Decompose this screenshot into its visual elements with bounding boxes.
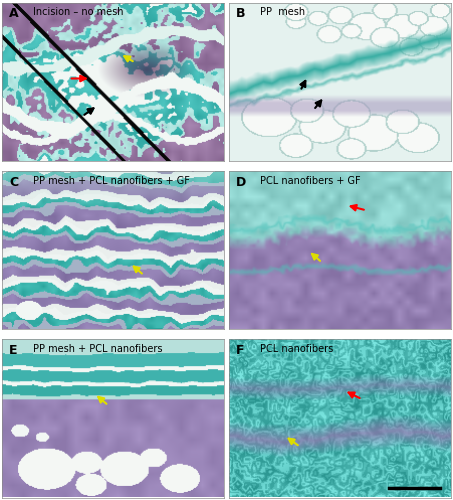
Text: PP mesh + PCL nanofibers: PP mesh + PCL nanofibers xyxy=(33,344,163,354)
Text: Incision – no mesh: Incision – no mesh xyxy=(33,7,124,17)
Text: E: E xyxy=(9,344,17,357)
Text: F: F xyxy=(236,344,244,357)
Text: A: A xyxy=(9,7,19,20)
Text: PCL nanofibers: PCL nanofibers xyxy=(260,344,333,354)
Text: C: C xyxy=(9,176,18,188)
Text: D: D xyxy=(236,176,246,188)
Text: B: B xyxy=(236,7,246,20)
Text: PP mesh + PCL nanofibers + GF: PP mesh + PCL nanofibers + GF xyxy=(33,176,190,186)
Text: PP  mesh: PP mesh xyxy=(260,7,305,17)
Text: PCL nanofibers + GF: PCL nanofibers + GF xyxy=(260,176,361,186)
